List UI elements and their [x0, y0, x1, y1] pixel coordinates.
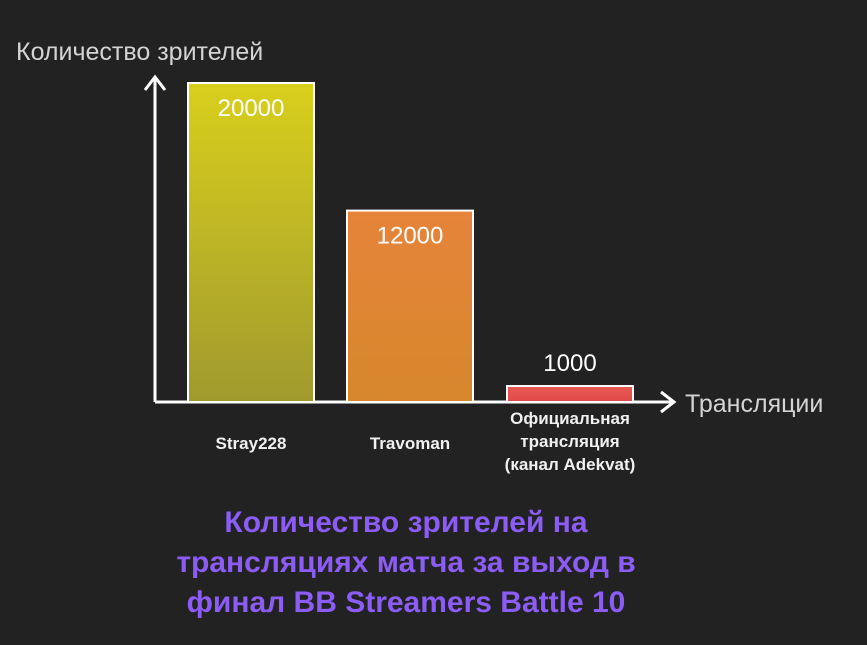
category-label-1-line-0: Travoman — [370, 434, 450, 453]
category-label-2-line-0: Официальная — [510, 409, 630, 428]
bar-0 — [187, 82, 315, 403]
category-labels-layer: Stray228 Travoman Официальная трансляция (ка… — [216, 409, 636, 474]
bars-layer — [187, 82, 634, 403]
y-axis-title: Количество зрителей — [16, 38, 263, 66]
category-label-0-line-0: Stray228 — [216, 434, 287, 453]
bar-value-label-0: 20000 — [218, 95, 285, 122]
category-label-2-line-2: (канал Adekvat) — [505, 455, 636, 474]
y-axis-arrowhead — [143, 74, 167, 91]
value-labels-layer: 20000 12000 1000 — [218, 95, 597, 377]
x-axis-title: Трансляции — [685, 390, 823, 418]
caption-line-0: Количество зрителей на — [224, 506, 587, 539]
caption-line-2: финал BB Streamers Battle 10 — [187, 586, 626, 619]
x-axis-arrowhead — [660, 390, 677, 414]
category-label-2-line-1: трансляция — [520, 432, 619, 451]
caption-line-1: трансляциях матча за выход в — [176, 546, 635, 579]
bar-value-label-1: 12000 — [377, 223, 444, 250]
bar-1 — [346, 209, 474, 403]
bar-2 — [506, 385, 634, 403]
bar-value-label-2: 1000 — [543, 350, 596, 377]
chart-caption: Количество зрителей на трансляциях матча … — [176, 506, 635, 619]
